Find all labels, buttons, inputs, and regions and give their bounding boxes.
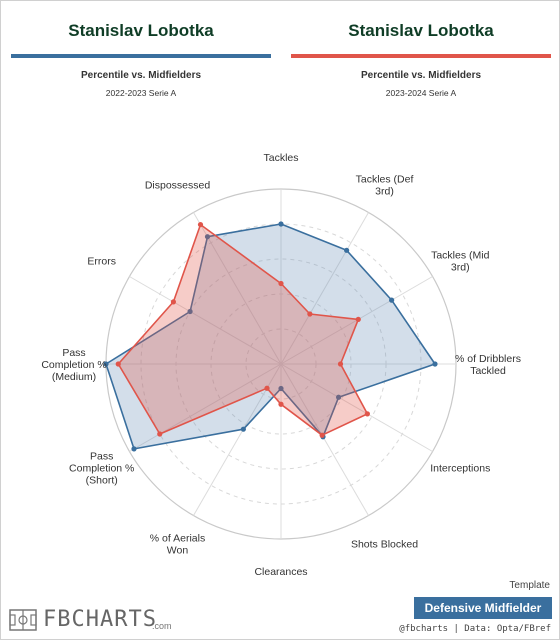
season-left: 2022-2023 Serie A	[105, 88, 177, 98]
axis-label: Tackles	[263, 152, 298, 164]
color-bar-right	[291, 54, 551, 58]
logo-text: FBCHARTS	[43, 607, 157, 632]
axis-label: % of Aerials Won	[150, 532, 205, 556]
axis-label: Tackles (Def 3rd)	[356, 174, 414, 198]
series-1-point	[335, 394, 342, 400]
series-2-point	[115, 361, 121, 367]
series-2-point	[364, 411, 370, 417]
subtitle-left: Percentile vs. Midfielders	[80, 70, 202, 81]
series-2-point	[264, 385, 270, 391]
axis-spoke	[280, 363, 433, 452]
series-1-point	[187, 308, 193, 315]
header-season-left: Stanislav Lobotka Percentile vs. Midfiel…	[11, 1, 271, 98]
axis-label: Tackles (Mid 3rd)	[431, 250, 490, 274]
series-1-point	[131, 446, 137, 452]
player-name-left: Stanislav Lobotka	[68, 21, 214, 40]
series-1-point	[240, 426, 246, 432]
series-2-point	[197, 221, 204, 228]
player-name-right: Stanislav Lobotka	[348, 21, 494, 40]
credit-text: @fbcharts | Data: Opta/FBref	[399, 624, 551, 634]
axis-label: Clearances	[254, 566, 307, 578]
series-1-point	[432, 361, 438, 367]
axis-spoke	[129, 276, 282, 365]
season-right: 2023-2024 Serie A	[385, 88, 457, 98]
series-2-point	[319, 432, 325, 438]
series-2-point	[337, 361, 344, 367]
series-1-point	[278, 221, 284, 227]
series-2-point	[157, 431, 163, 437]
axis-spoke	[280, 212, 369, 365]
series-1-point	[278, 385, 284, 392]
axis-label: Pass Completion % (Short)	[69, 451, 134, 487]
axis-label: Interceptions	[430, 463, 490, 475]
axis-label: % of Dribblers Tackled	[455, 353, 521, 377]
series-2-point	[307, 311, 313, 317]
series-2-point	[355, 316, 361, 322]
template-label: Template	[509, 580, 550, 591]
radar-chart: Tackles Tackles (Def 3rd) Tackles (Mid 3rd)%…	[41, 152, 521, 578]
subtitle-right: Percentile vs. Midfielders	[360, 70, 482, 81]
axis-label: Pass Completion % (Medium)	[41, 347, 106, 383]
axis-label: Errors	[87, 256, 116, 268]
series-1-point	[344, 247, 350, 253]
series-1-point	[103, 361, 109, 367]
logo-suffix: .com	[152, 621, 172, 631]
series-1-point	[204, 234, 211, 240]
series-2-point	[278, 401, 284, 407]
role-badge: Defensive Midfielder	[414, 597, 552, 619]
axis-label: Shots Blocked	[351, 538, 418, 550]
series-1-point	[389, 297, 395, 303]
axis-spoke	[129, 363, 282, 452]
axis-label: Dispossessed	[145, 180, 211, 192]
series-2-point	[278, 280, 284, 287]
axis-spoke	[280, 363, 369, 516]
football-pitch-icon	[9, 609, 37, 631]
color-bar-left	[11, 54, 271, 58]
series-2-point	[170, 299, 176, 305]
header-season-right: Stanislav Lobotka Percentile vs. Midfiel…	[291, 1, 551, 98]
